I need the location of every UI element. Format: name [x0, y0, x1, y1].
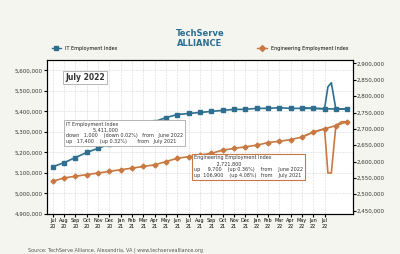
- Text: TechServe
ALLIANCE: TechServe ALLIANCE: [176, 28, 224, 48]
- Text: Source: TechServe Alliance, Alexandria, VA | www.techservealliance.org: Source: TechServe Alliance, Alexandria, …: [28, 247, 203, 253]
- Text: Engineering Employment Index
               2,721,800
up     9,700    (up 0.36%): Engineering Employment Index 2,721,800 u…: [194, 155, 303, 178]
- Text: IT Employment Index
                  5,411,000
down   1,000    (down 0.02%)   f: IT Employment Index 5,411,000 down 1,000…: [66, 122, 183, 144]
- Legend: Engineering Employment Index: Engineering Employment Index: [256, 44, 350, 53]
- Legend: IT Employment Index: IT Employment Index: [50, 44, 120, 53]
- Text: July 2022: July 2022: [66, 73, 105, 82]
